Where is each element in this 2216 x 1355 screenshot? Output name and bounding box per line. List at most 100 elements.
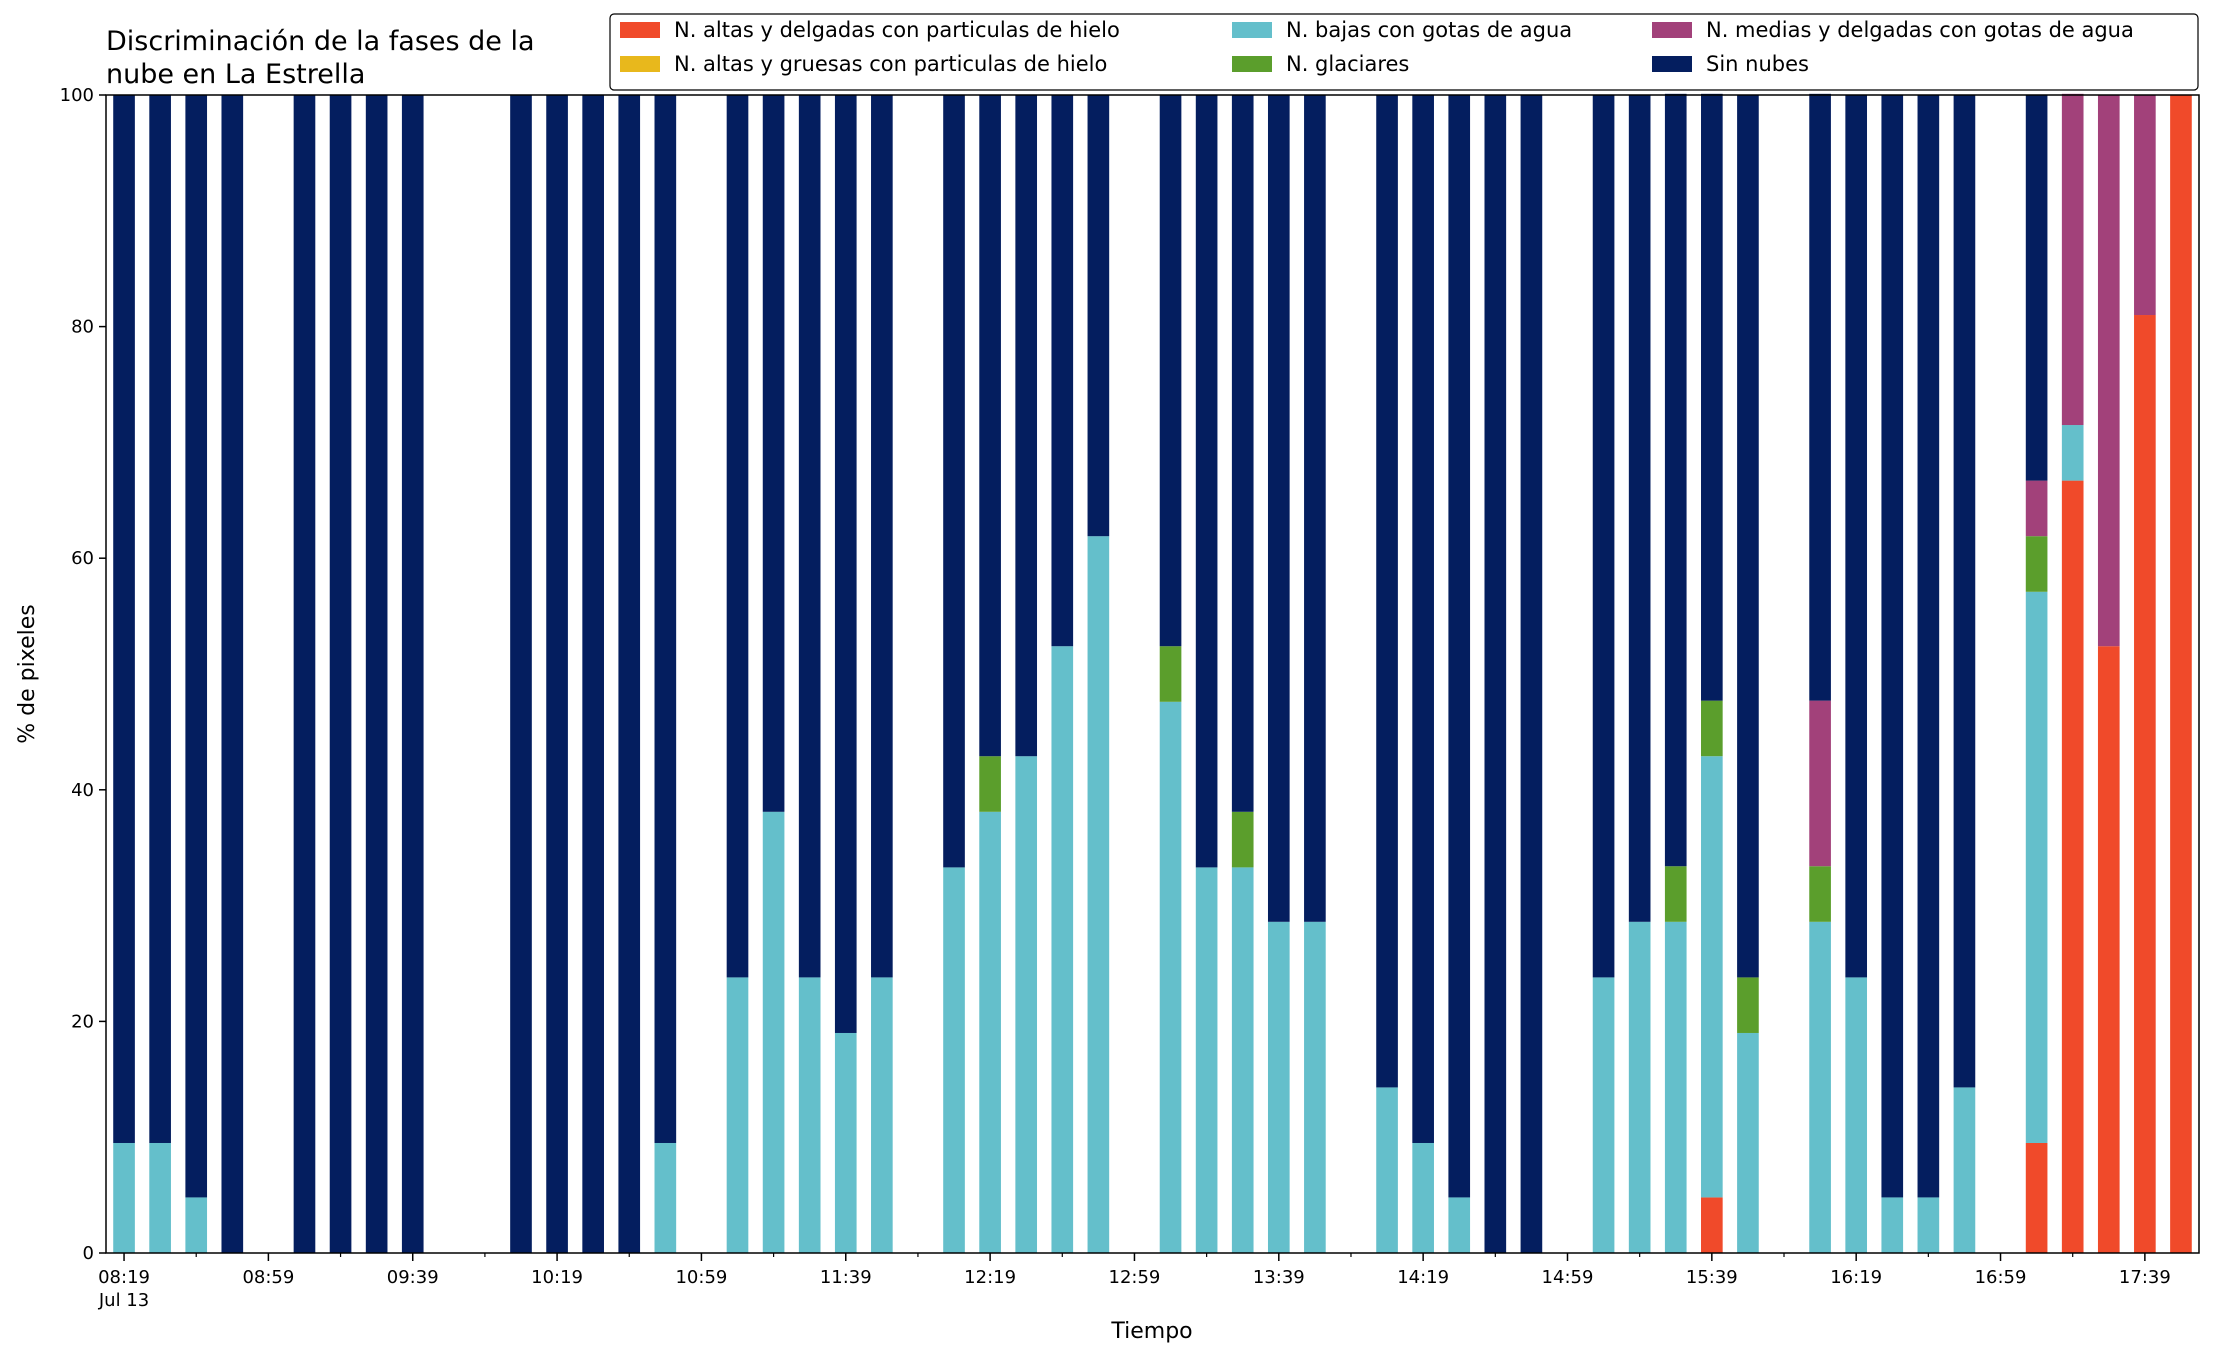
x-tick-label: 12:59 [1109,1267,1161,1288]
bar-segment [185,95,208,1198]
bar-stack [2097,95,2120,1253]
bar-segment [1917,1197,1940,1253]
bar-segment [365,95,388,1253]
legend-swatch [1652,22,1692,38]
bar-segment [1412,95,1434,1143]
bar-stack [546,95,568,1253]
legend-label: N. bajas con gotas de agua [1286,18,1572,42]
bar-stack [1953,95,1976,1253]
bar-stack [1448,95,1471,1253]
bar-stack [1267,95,1290,1253]
bar-segment [149,95,171,1143]
bar-segment [1701,1197,1723,1253]
bar-segment [1412,1142,1434,1253]
bar-segment [1845,977,1868,1253]
y-tick-label: 40 [71,780,94,801]
bar-stack [1015,95,1038,1253]
bar-segment [1845,95,1868,978]
legend-item: N. altas y delgadas con particulas de hi… [620,18,1120,42]
bar-segment [1304,95,1326,922]
y-tick-label: 0 [83,1243,94,1264]
x-tick-label: 14:59 [1542,1267,1594,1288]
bar-segment [2097,646,2120,1253]
bar-segment [1195,867,1218,1253]
bar-segment [1267,95,1290,922]
bar-segment [1701,700,1723,757]
legend-swatch [620,22,660,38]
bar-stack [221,95,244,1253]
bar-stack [1845,95,1868,1253]
bar-segment [546,95,568,1253]
y-tick-label: 20 [71,1011,94,1032]
bar-stack [582,95,604,1253]
bar-segment [510,95,532,1253]
bar-segment [1376,1087,1398,1253]
bar-stack [2170,95,2192,1253]
bar-stack [1412,95,1434,1253]
bar-stack [943,95,965,1253]
bar-stack [1484,95,1507,1253]
bar-stack [1051,95,1074,1253]
bar-segment [979,95,1001,757]
bar-segment [1701,93,1723,701]
bar-segment [943,95,965,868]
bar-segment [1953,95,1976,1088]
legend: N. altas y delgadas con particulas de hi… [609,13,2199,91]
y-tick-label: 60 [71,548,94,569]
bar-segment [943,867,965,1253]
bar-stack [871,95,893,1253]
bar-segment [798,977,821,1253]
bar-segment [113,1142,135,1253]
bar-segment [1231,95,1254,812]
x-tick-label: 10:19 [531,1267,583,1288]
bar-segment [1087,95,1110,537]
y-axis-label: % de pixeles [15,604,40,743]
bar-segment [1917,95,1940,1198]
plot-frame [105,94,2200,1254]
chart-title-line-2: nube en La Estrella [106,59,365,90]
bar-stack [798,95,821,1253]
bar-segment [149,1142,171,1253]
chart-title: Discriminación de la fases de la nube en… [106,26,535,90]
bar-stack [1809,93,1831,1253]
bar-stack [1701,93,1723,1253]
bar-segment [1953,1087,1976,1253]
x-tick-label: 12:19 [964,1267,1016,1288]
bar-stack [1628,95,1651,1253]
plot-bars [113,93,2192,1253]
bar-stack [1376,95,1398,1253]
bar-stack [762,95,785,1253]
bar-stack [726,95,749,1253]
legend-item: Sin nubes [1652,52,1809,76]
bar-segment [185,1197,208,1253]
bar-segment [834,95,857,1033]
bar-segment [871,95,893,978]
bar-segment [2134,315,2156,1253]
bar-segment [834,1032,857,1253]
bar-stack [979,95,1001,1253]
bar-segment [979,756,1001,812]
legend-frame [609,13,2199,91]
bar-segment [762,811,785,1253]
bar-segment [1304,921,1326,1253]
bar-stack [1304,95,1326,1253]
legend-label: N. medias y delgadas con gotas de agua [1706,18,2134,42]
bar-segment [1592,95,1615,978]
bar-segment [1159,701,1182,1253]
bar-segment [1051,646,1074,1253]
bar-segment [2097,95,2120,647]
legend-swatch [620,56,660,72]
bar-stack [1592,95,1615,1253]
bar-segment [1881,1197,1904,1253]
legend-label: Sin nubes [1706,52,1809,76]
bar-segment [2025,536,2048,592]
x-tick-label: 16:19 [1830,1267,1882,1288]
bar-segment [1231,811,1254,868]
bar-segment [1628,921,1651,1253]
bar-segment [2061,93,2084,426]
legend-swatch [1232,56,1272,72]
chart-title-line-1: Discriminación de la fases de la [106,26,535,57]
bar-segment [1592,977,1615,1253]
x-tick-label: 09:39 [387,1267,439,1288]
